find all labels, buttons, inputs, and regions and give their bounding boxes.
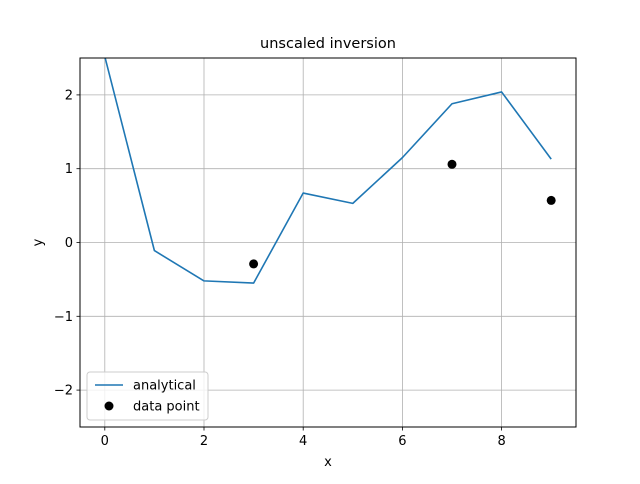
x-tick-label: 8: [497, 434, 505, 449]
data-point-legend-swatch: [104, 401, 114, 411]
y-tick-label: 2: [65, 88, 73, 103]
data-point-marker: [546, 195, 556, 205]
x-tick-label: 4: [299, 434, 307, 449]
data-series: [104, 58, 556, 284]
x-tick-label: 6: [398, 434, 406, 449]
data-point-marker: [249, 259, 259, 269]
data-point-marker: [447, 159, 457, 169]
y-tick-label: −1: [54, 310, 73, 325]
data-point-legend-label: data point: [133, 400, 200, 415]
y-tick-label: 1: [65, 162, 73, 177]
x-tick-label: 2: [200, 434, 208, 449]
analytical-legend-label: analytical: [133, 379, 196, 394]
legend-box: [86, 371, 209, 421]
y-tick-label: 0: [65, 236, 73, 251]
axis-ticks: 0 2 4 6 8 −2 −1 0 1 2: [54, 88, 506, 449]
x-axis-label: x: [324, 455, 332, 470]
chart-title: unscaled inversion: [260, 36, 396, 52]
grid-lines: [80, 58, 576, 427]
x-tick-label: 0: [101, 434, 109, 449]
legend: analytical data point: [86, 371, 209, 421]
y-tick-label: −2: [54, 384, 73, 399]
y-axis-label: y: [31, 238, 46, 246]
analytical-line: [104, 58, 552, 284]
